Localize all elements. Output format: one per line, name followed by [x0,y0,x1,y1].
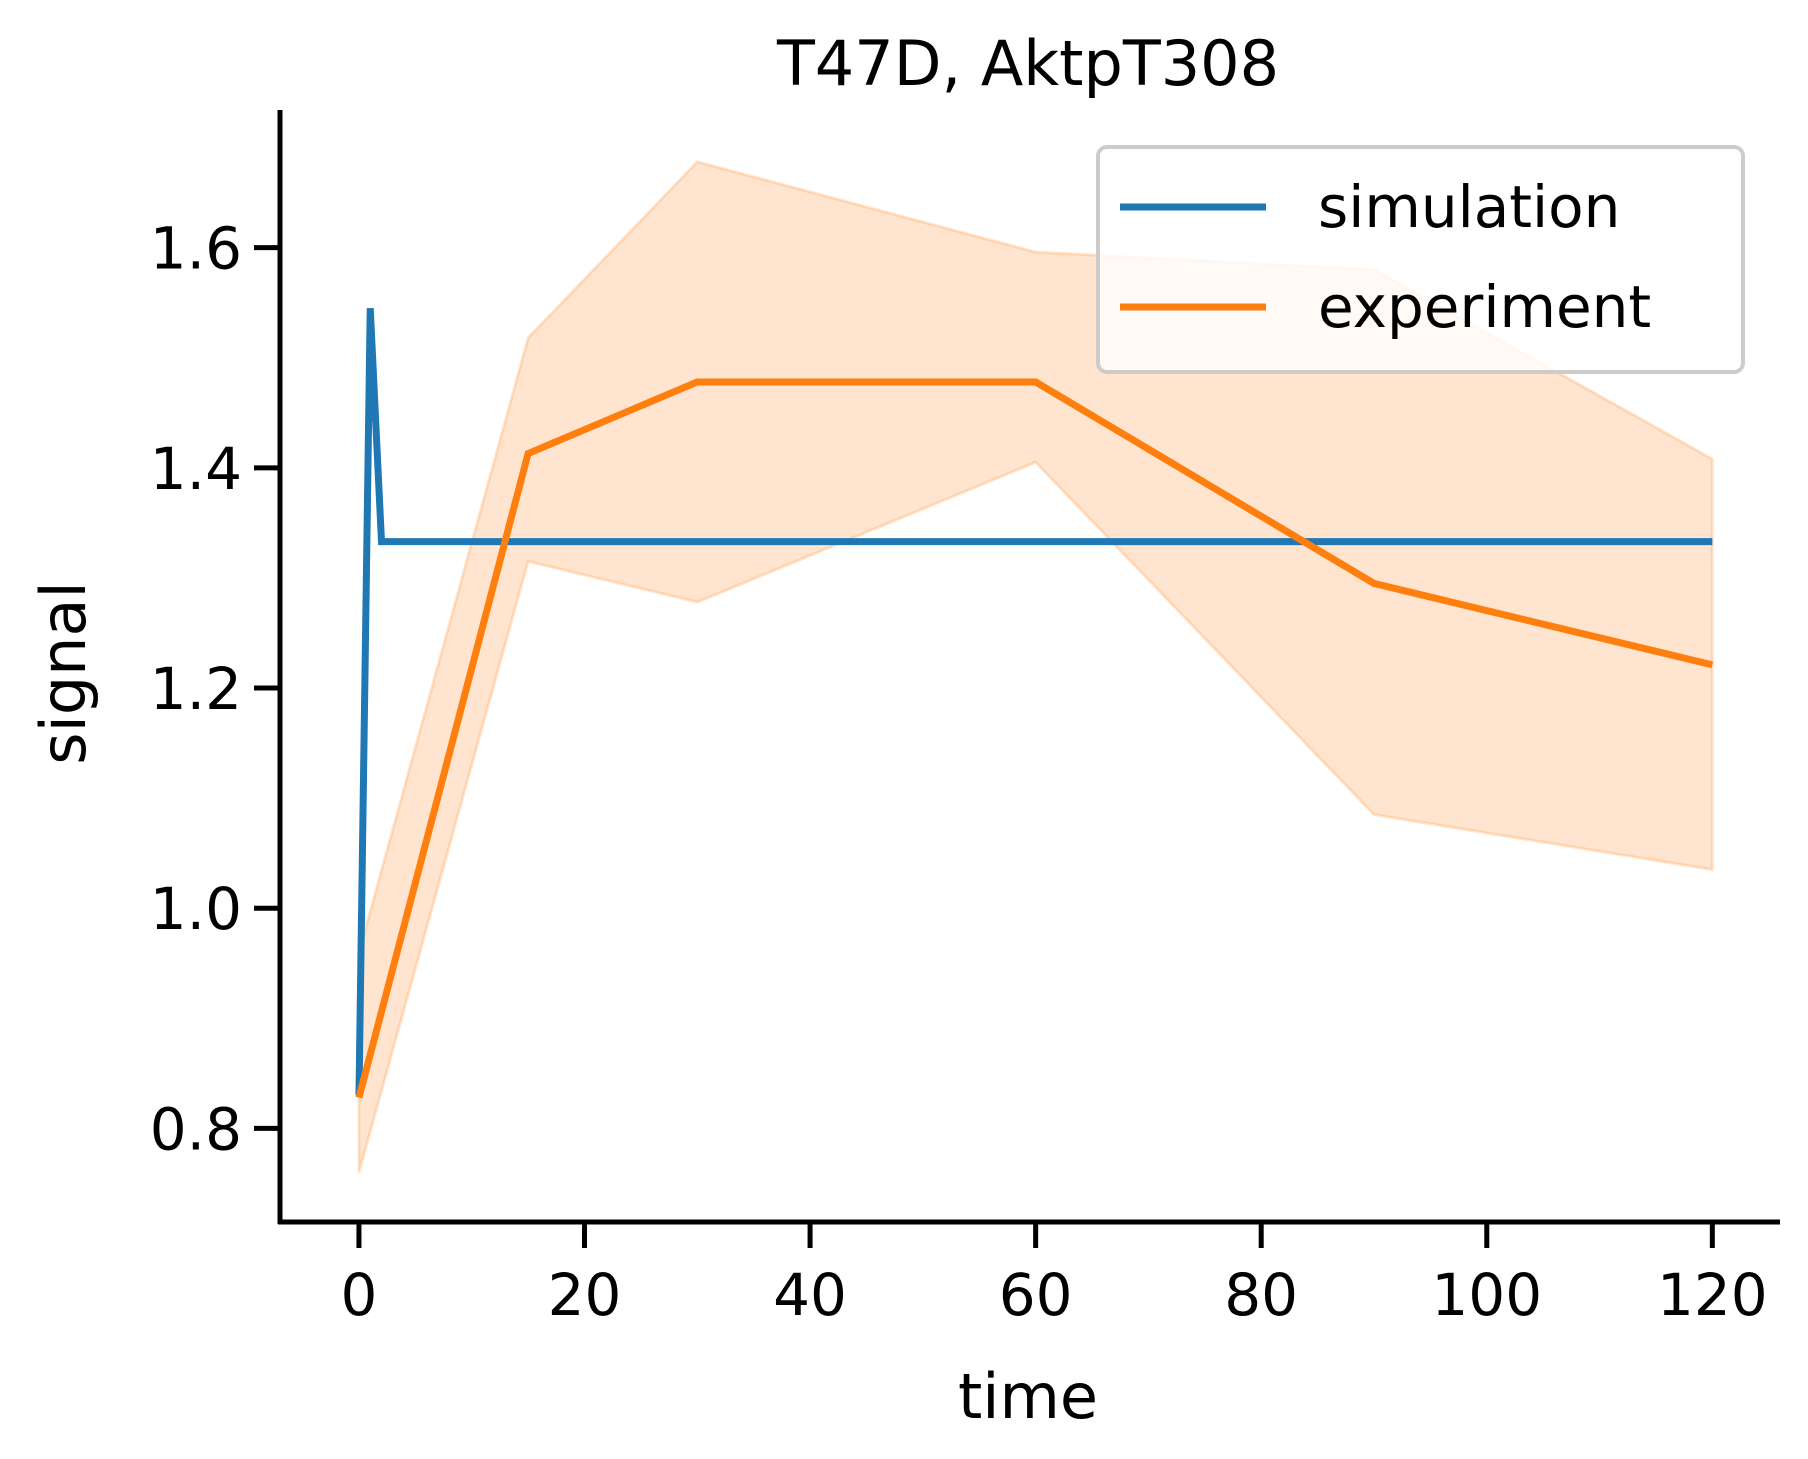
x-tick-label: 0 [340,1261,377,1329]
x-tick-label: 80 [1224,1261,1298,1329]
y-tick-label: 0.8 [150,1095,242,1163]
y-tick-label: 1.4 [150,435,242,503]
y-tick-label: 1.2 [150,655,242,723]
confidence-bands [357,160,1714,1173]
x-tick-label: 60 [999,1261,1073,1329]
x-axis-label: time [958,1360,1098,1433]
series-line-experiment [355,378,1714,1099]
legend-label-experiment: experiment [1318,273,1651,341]
series-lines [355,308,1714,1099]
series-band-experiment [357,160,1714,1173]
chart-title: T47D, AktpT308 [776,27,1279,100]
x-tick-label: 120 [1657,1261,1768,1329]
y-tick-label: 1.6 [150,215,242,283]
legend-label-simulation: simulation [1318,173,1620,241]
x-tick-label: 20 [548,1261,622,1329]
legend: simulation experiment [1096,145,1745,374]
x-tick-label: 40 [773,1261,847,1329]
ticks: 0 20 40 60 80 100 120 0.8 1.0 1.2 1.4 1.6 [150,215,1768,1329]
legend-box [1096,145,1745,374]
axes [277,110,1780,1225]
y-tick-label: 1.0 [150,875,242,943]
x-tick-label: 100 [1431,1261,1542,1329]
series-line-simulation [355,308,1713,1096]
y-axis-label: signal [27,581,100,764]
